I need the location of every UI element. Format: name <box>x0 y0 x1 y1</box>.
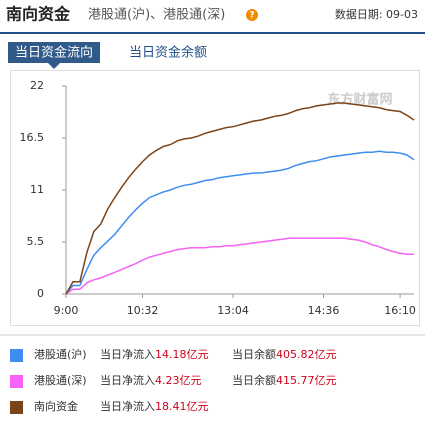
x-tick-label: 9:00 <box>54 304 79 317</box>
series-line <box>65 237 414 295</box>
legend-name: 港股通(沪) <box>34 347 87 361</box>
subtitle: 港股通(沪)、港股通(深) <box>88 7 225 23</box>
series-line <box>65 150 415 295</box>
plot: 0 5.5 11 16.5 22 9:00 10:32 13:04 14:36 16:10 <box>20 79 416 317</box>
legend-name: 港股通(深) <box>34 374 87 387</box>
tab-active-bg <box>8 42 100 63</box>
legend-swatch <box>10 375 23 388</box>
balance: 当日余额405.82亿元 <box>232 347 337 361</box>
help-icon[interactable] <box>246 9 258 21</box>
legend-swatch <box>10 349 23 362</box>
legend-name: 南向资金 <box>34 399 78 413</box>
x-tick-label: 13:04 <box>217 304 249 317</box>
inflow-label: 当日净流入 <box>100 347 155 361</box>
y-tick-label: 0 <box>37 287 44 300</box>
balance: 当日余额415.77亿元 <box>232 373 337 387</box>
chart-frame <box>10 70 420 326</box>
page-title: 南向资金 <box>6 5 71 24</box>
x-tick-label: 10:32 <box>127 304 159 317</box>
x-tick-label: 16:10 <box>384 304 416 317</box>
inflow-value: 18.41亿元 <box>155 400 209 413</box>
y-tick-label: 22 <box>30 79 44 92</box>
inflow-label: 当日净流入 <box>100 399 155 413</box>
inflow: 当日净流入14.18亿元 <box>100 347 209 361</box>
legend-swatch <box>10 401 23 414</box>
inflow: 当日净流入18.41亿元 <box>100 399 209 413</box>
y-tick-label: 11 <box>30 183 44 196</box>
balance-value: 415.77亿元 <box>276 374 337 387</box>
x-tick-label: 14:36 <box>308 304 340 317</box>
y-tick-label: 16.5 <box>20 131 45 144</box>
balance-label: 当日余额 <box>232 347 276 361</box>
inflow-label: 当日净流入 <box>100 373 155 387</box>
series-line <box>65 102 415 295</box>
date-label: 数据日期: 09-03 <box>335 7 418 21</box>
balance-value: 405.82亿元 <box>276 348 337 361</box>
tab-pointer <box>48 63 60 69</box>
inflow: 当日净流入4.23亿元 <box>100 373 202 387</box>
tab-active[interactable]: 当日资金流向 <box>15 45 93 61</box>
inflow-value: 14.18亿元 <box>155 348 209 361</box>
help-icon-mark: ? <box>249 11 254 21</box>
tab[interactable]: 当日资金余额 <box>129 45 207 61</box>
inflow-value: 4.23亿元 <box>155 374 202 387</box>
y-tick-label: 5.5 <box>27 235 45 248</box>
balance-label: 当日余额 <box>232 373 276 387</box>
